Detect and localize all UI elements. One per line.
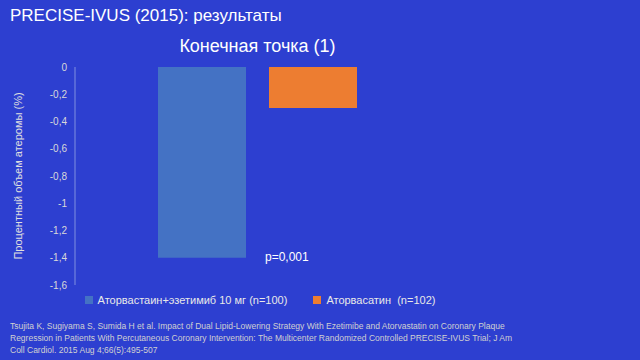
svg-text:Процентный объем атеромы (%): Процентный объем атеромы (%) (12, 92, 24, 259)
html-text:p=0,001: p=0,001 (265, 250, 309, 264)
svg-text:-1,4: -1,4 (50, 252, 68, 263)
html-text:Конечная точка (1): Конечная точка (1) (179, 36, 336, 56)
svg-text:-1,2: -1,2 (50, 225, 68, 236)
html-text:Tsujita K, Sugiyama S, Sumida: Tsujita K, Sugiyama S, Sumida H et al. I… (10, 321, 512, 355)
svg-text:-1,6: -1,6 (50, 280, 68, 291)
html-text:Аторвастаин+эзетимиб 10 мг (n=: Аторвастаин+эзетимиб 10 мг (n=100) (97, 294, 288, 306)
svg-text:-0,8: -0,8 (50, 171, 68, 182)
svg-text:-1: -1 (58, 198, 67, 209)
svg-text:-0,4: -0,4 (50, 116, 68, 127)
svg-text:0: 0 (61, 62, 67, 73)
svg-text:-0,2: -0,2 (50, 89, 68, 100)
html-text:PRECISE-IVUS (2015): результат: PRECISE-IVUS (2015): результаты (10, 6, 282, 25)
html-text:Аторвасатин (n=102): Аторвасатин (n=102) (326, 294, 436, 306)
svg-text:-0,6: -0,6 (50, 143, 68, 154)
